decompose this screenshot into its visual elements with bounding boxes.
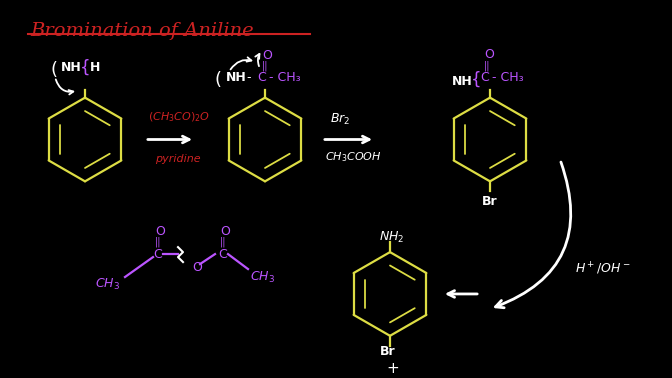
Text: C: C	[218, 248, 226, 260]
Text: O: O	[220, 225, 230, 238]
Text: Bromination of Aniline: Bromination of Aniline	[30, 22, 253, 40]
Text: C: C	[257, 71, 265, 84]
Text: O: O	[484, 48, 494, 61]
Text: NH: NH	[226, 71, 247, 84]
Text: O: O	[262, 49, 272, 62]
Text: C: C	[153, 248, 162, 260]
Text: $CH_3$: $CH_3$	[95, 276, 120, 291]
Text: {: {	[80, 59, 91, 77]
Text: H: H	[90, 61, 100, 74]
Text: ||: ||	[220, 237, 226, 247]
Text: pyridine: pyridine	[155, 155, 201, 164]
Text: C: C	[480, 71, 489, 84]
Text: (: (	[50, 61, 57, 79]
Text: $NH_2$: $NH_2$	[379, 229, 405, 245]
Text: {: {	[471, 71, 482, 89]
Text: - CH₃: - CH₃	[269, 71, 300, 84]
Text: Br: Br	[482, 195, 498, 208]
Text: $H^+/OH^-$: $H^+/OH^-$	[575, 261, 631, 277]
Text: $CH_3$: $CH_3$	[250, 270, 275, 285]
Text: $CH_3COOH$: $CH_3COOH$	[325, 150, 382, 164]
Text: O: O	[155, 225, 165, 238]
Text: O: O	[192, 260, 202, 274]
Text: ||: ||	[262, 60, 269, 71]
Text: ||: ||	[155, 237, 161, 247]
Text: - CH₃: - CH₃	[492, 71, 523, 84]
Text: (: (	[215, 71, 222, 89]
Text: ||: ||	[484, 60, 491, 71]
Text: $(CH_3CO)_2O$: $(CH_3CO)_2O$	[148, 111, 210, 124]
Text: NH: NH	[61, 61, 82, 74]
Text: Br: Br	[380, 345, 396, 358]
Text: $Br_2$: $Br_2$	[330, 112, 350, 127]
Text: NH: NH	[452, 75, 472, 88]
Text: +: +	[386, 361, 398, 376]
Text: -: -	[246, 71, 251, 84]
